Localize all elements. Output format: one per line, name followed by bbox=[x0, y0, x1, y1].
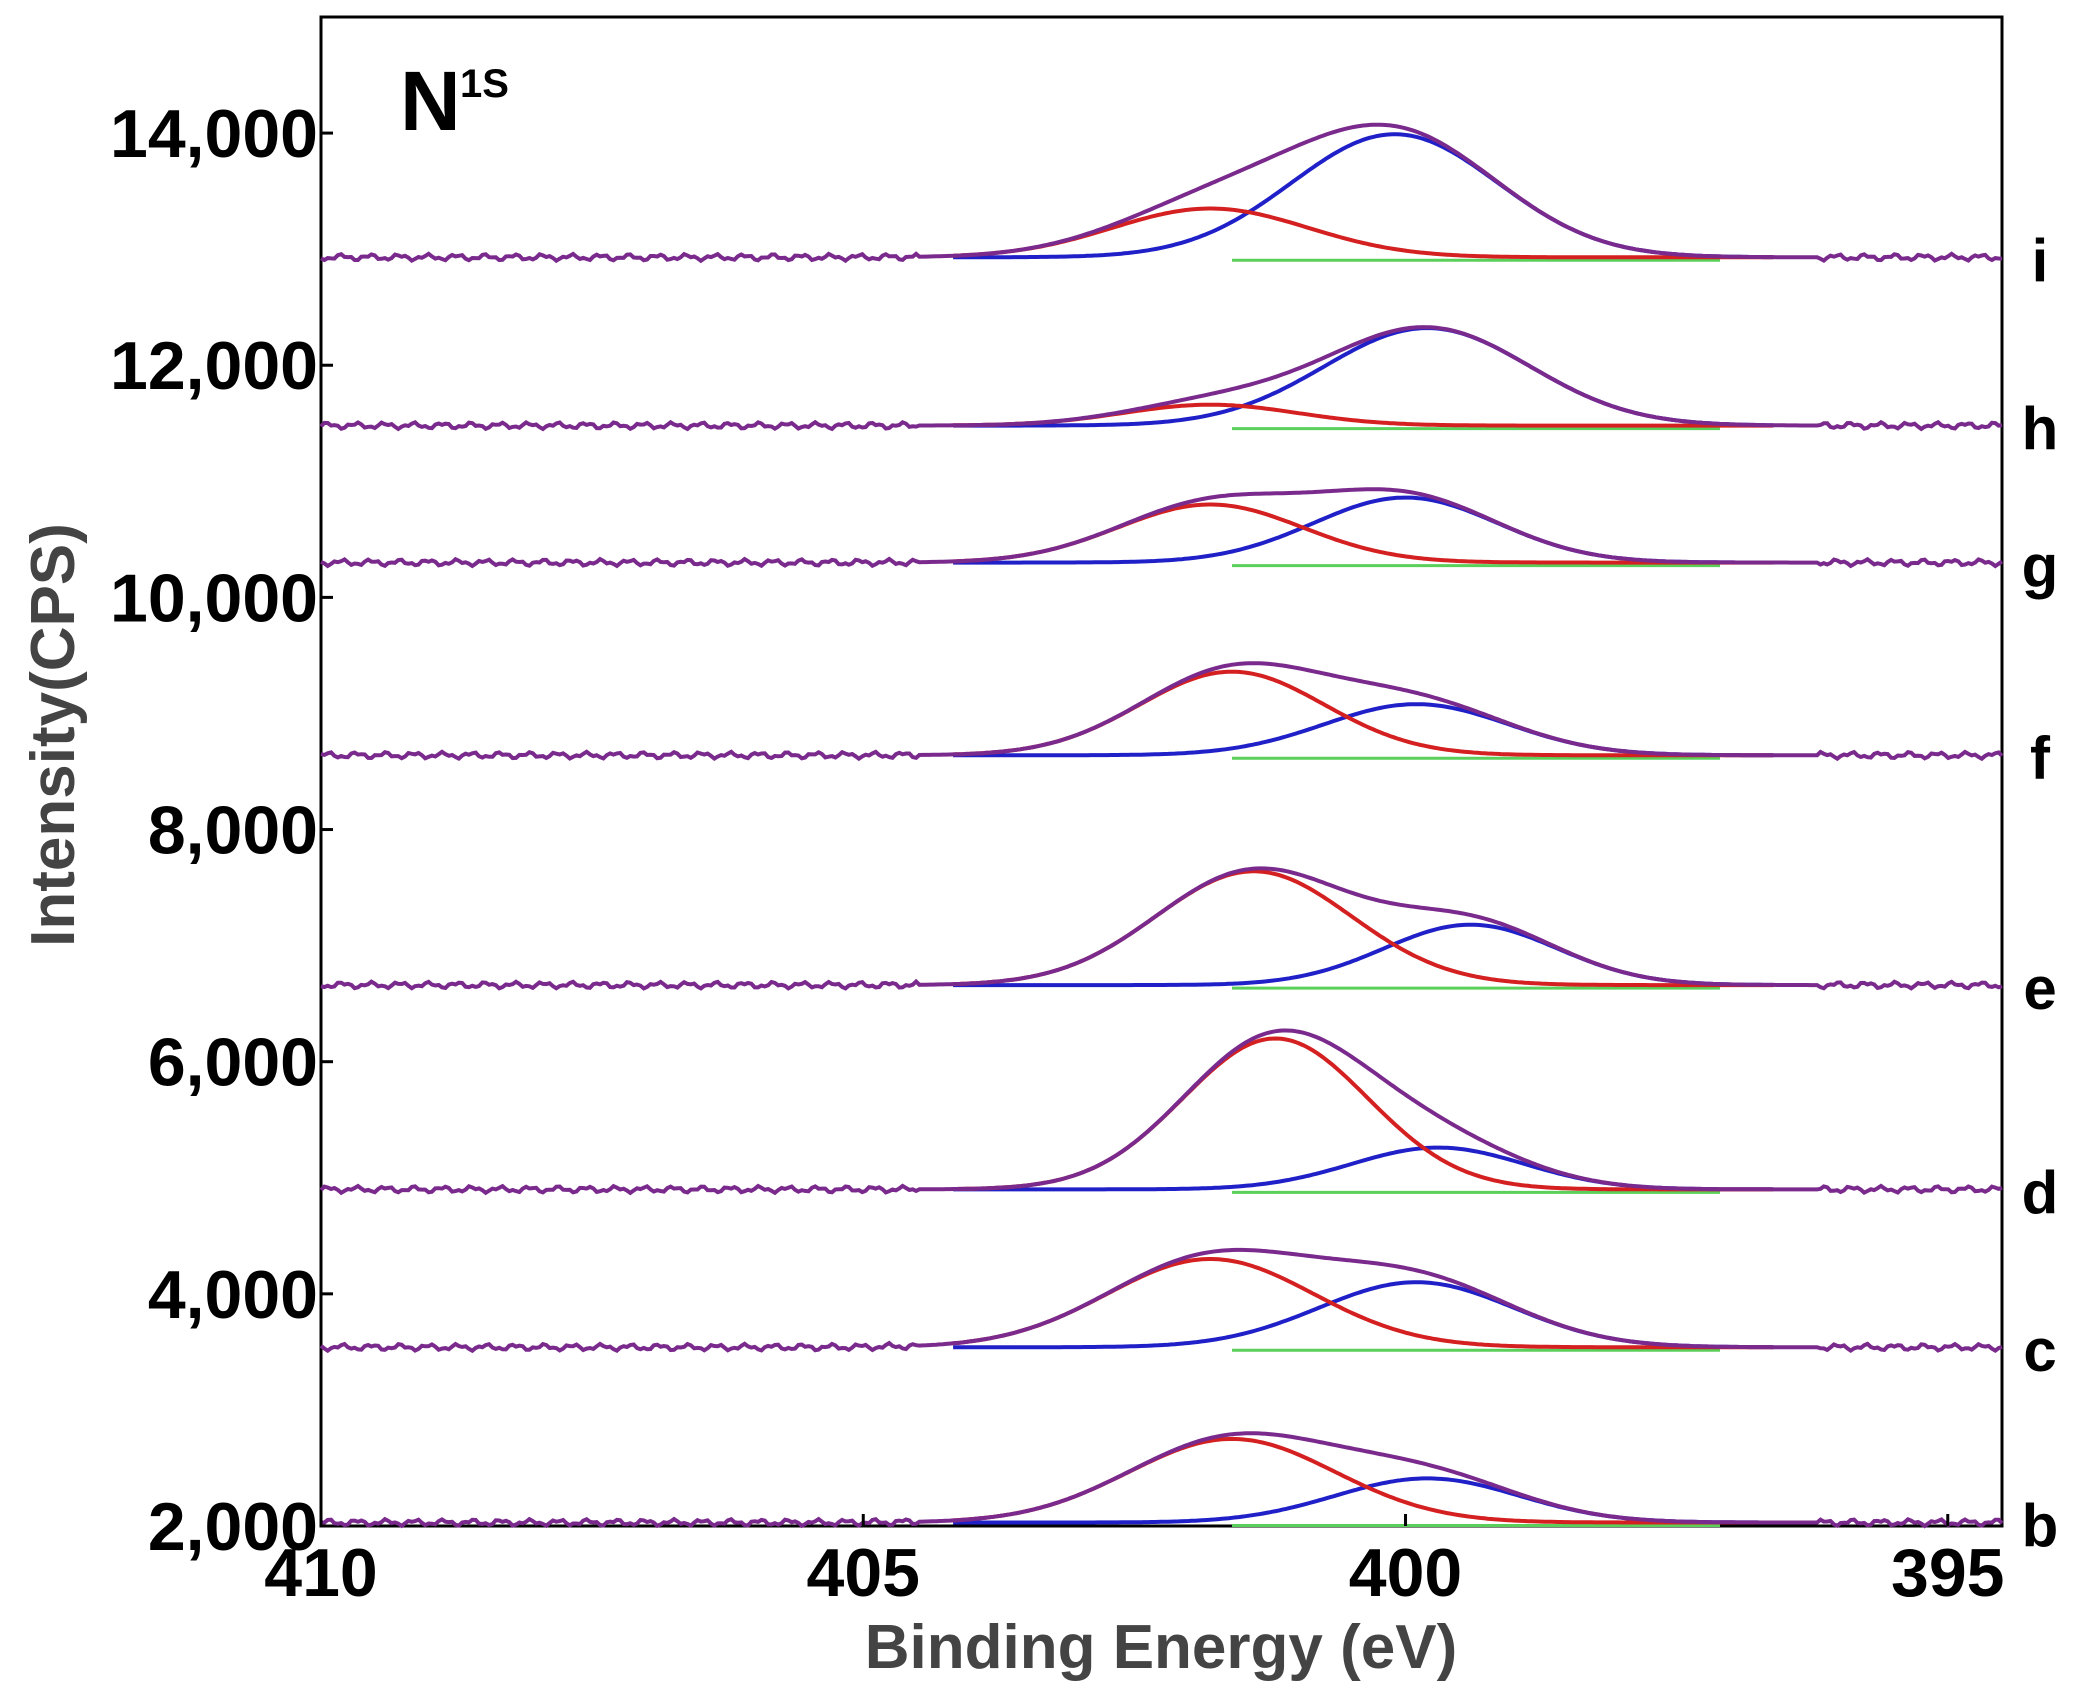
curve-label-e: e bbox=[2023, 955, 2056, 1022]
envelope-g bbox=[320, 487, 2004, 569]
ticks-layer: 410 405 400 395 2,000 4,000 6,000 8,000 10,000 12… bbox=[110, 96, 2004, 1611]
envelope-h bbox=[319, 325, 2003, 432]
envelope-d bbox=[319, 1028, 2003, 1196]
peak-high-be-c bbox=[952, 1257, 1774, 1350]
envelope-e bbox=[320, 866, 2003, 991]
spectrum-h bbox=[319, 325, 2003, 432]
x-tick-label: 400 bbox=[1349, 1535, 1462, 1611]
peak-high-be-d bbox=[953, 1036, 1774, 1192]
y-tick-label: 14,000 bbox=[110, 96, 318, 172]
curve-label-c: c bbox=[2023, 1317, 2056, 1384]
peak-low-be-f bbox=[953, 702, 1774, 758]
y-tick-label: 10,000 bbox=[110, 560, 318, 636]
peak-low-be-d bbox=[953, 1145, 1774, 1192]
plot-frame bbox=[319, 15, 2004, 1528]
spectrum-d bbox=[319, 1028, 2003, 1196]
curve-label-d: d bbox=[2022, 1159, 2059, 1226]
curve-labels-layer: b c d e f g h i bbox=[2022, 227, 2059, 1559]
curve-label-b: b bbox=[2022, 1493, 2059, 1560]
spectrum-f bbox=[320, 661, 2004, 762]
peak-low-be-c bbox=[953, 1280, 1774, 1350]
envelope-c bbox=[319, 1247, 2003, 1354]
envelope-f bbox=[320, 661, 2004, 762]
curve-label-i: i bbox=[2032, 227, 2049, 294]
curve-label-f: f bbox=[2030, 725, 2051, 792]
x-tick-label: 395 bbox=[1891, 1535, 2004, 1611]
spectrum-i bbox=[320, 122, 2003, 264]
peak-high-be-e bbox=[953, 869, 1774, 988]
spectrum-g bbox=[320, 487, 2004, 569]
spectrum-c bbox=[319, 1247, 2003, 1354]
chart-title: N bbox=[400, 54, 461, 148]
peak-low-be-g bbox=[953, 495, 1774, 565]
curve-label-g: g bbox=[2022, 533, 2059, 600]
spectrum-b bbox=[320, 1431, 2004, 1529]
y-tick-label: 4,000 bbox=[148, 1257, 318, 1333]
y-tick-label: 12,000 bbox=[110, 328, 318, 404]
envelope-i bbox=[320, 122, 2003, 264]
x-axis-label: Binding Energy (eV) bbox=[865, 1613, 1457, 1682]
y-tick-label: 8,000 bbox=[148, 793, 318, 869]
y-tick-label: 2,000 bbox=[148, 1489, 318, 1565]
spectrum-e bbox=[320, 866, 2003, 991]
y-tick-label: 6,000 bbox=[148, 1025, 318, 1101]
envelope-b bbox=[320, 1431, 2004, 1529]
y-axis-label: Intensity(CPS) bbox=[19, 523, 88, 947]
curve-label-h: h bbox=[2022, 396, 2059, 463]
peak-high-be-g bbox=[953, 502, 1774, 565]
x-tick-label: 410 bbox=[264, 1535, 377, 1611]
curves-layer bbox=[319, 122, 2004, 1529]
chart-title-superscript: 1S bbox=[460, 62, 509, 106]
x-tick-label: 405 bbox=[807, 1535, 920, 1611]
